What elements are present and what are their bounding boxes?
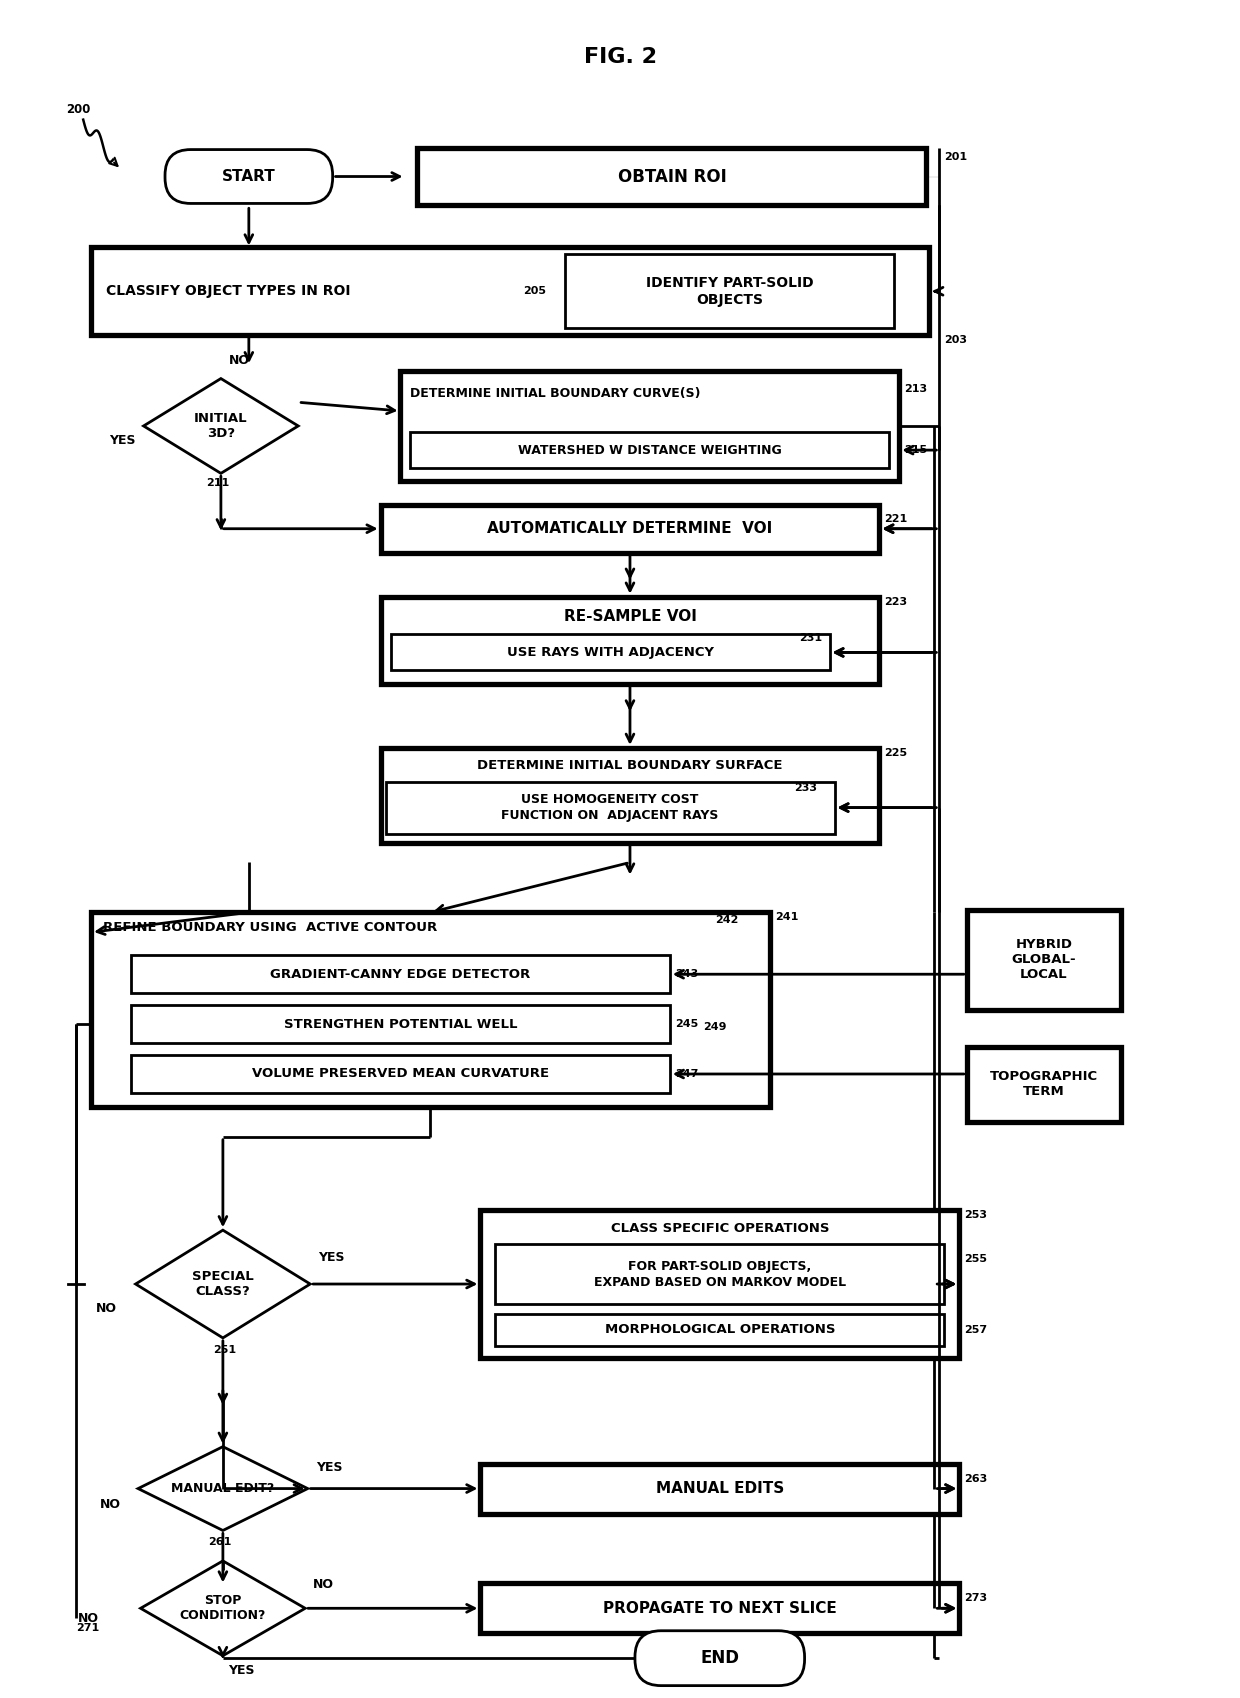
Text: STOP
CONDITION?: STOP CONDITION? [180, 1594, 267, 1622]
Text: 249: 249 [703, 1022, 727, 1032]
Text: 261: 261 [208, 1537, 232, 1547]
Text: DETERMINE INITIAL BOUNDARY CURVE(S): DETERMINE INITIAL BOUNDARY CURVE(S) [410, 387, 701, 399]
Text: NO: NO [314, 1577, 335, 1591]
Text: 241: 241 [775, 912, 799, 922]
Text: USE HOMOGENEITY COST
FUNCTION ON  ADJACENT RAYS: USE HOMOGENEITY COST FUNCTION ON ADJACEN… [501, 793, 719, 822]
Text: USE RAYS WITH ADJACENCY: USE RAYS WITH ADJACENCY [506, 645, 713, 659]
Text: GRADIENT-CANNY EDGE DETECTOR: GRADIENT-CANNY EDGE DETECTOR [270, 968, 531, 981]
Text: DETERMINE INITIAL BOUNDARY SURFACE: DETERMINE INITIAL BOUNDARY SURFACE [477, 759, 782, 773]
Text: TOPOGRAPHIC
TERM: TOPOGRAPHIC TERM [990, 1070, 1099, 1099]
Text: 255: 255 [965, 1255, 987, 1263]
Text: 231: 231 [800, 633, 822, 644]
Text: NO: NO [95, 1302, 117, 1316]
Text: 201: 201 [945, 151, 967, 161]
Bar [381, 596, 879, 684]
Text: NO: NO [100, 1498, 122, 1511]
Text: END: END [701, 1649, 739, 1667]
Bar [131, 956, 670, 993]
Text: 242: 242 [714, 915, 738, 925]
Bar [967, 1048, 1121, 1122]
Text: 233: 233 [795, 783, 817, 793]
Text: 243: 243 [675, 970, 698, 980]
Text: CLASS SPECIFIC OPERATIONS: CLASS SPECIFIC OPERATIONS [610, 1221, 830, 1234]
Bar [418, 148, 926, 205]
Polygon shape [138, 1447, 308, 1530]
Bar [480, 1211, 960, 1358]
Text: YES: YES [228, 1664, 254, 1678]
Text: 200: 200 [66, 104, 91, 115]
Text: CLASSIFY OBJECT TYPES IN ROI: CLASSIFY OBJECT TYPES IN ROI [107, 284, 351, 299]
Text: 213: 213 [904, 384, 928, 394]
Text: INITIAL
3D?: INITIAL 3D? [195, 413, 248, 440]
Text: REFINE BOUNDARY USING  ACTIVE CONTOUR: REFINE BOUNDARY USING ACTIVE CONTOUR [103, 920, 438, 934]
Text: FIG. 2: FIG. 2 [584, 48, 656, 66]
Bar [391, 635, 830, 671]
Text: 215: 215 [904, 445, 928, 455]
Text: 273: 273 [965, 1593, 987, 1603]
Text: START: START [222, 170, 275, 183]
Bar [131, 1054, 670, 1094]
Text: STRENGTHEN POTENTIAL WELL: STRENGTHEN POTENTIAL WELL [284, 1017, 517, 1031]
Text: YES: YES [109, 435, 135, 447]
Bar [381, 747, 879, 842]
Text: NO: NO [78, 1611, 99, 1625]
Text: 263: 263 [965, 1474, 987, 1484]
Bar [386, 781, 835, 834]
Text: 203: 203 [945, 335, 967, 345]
Bar [480, 1583, 960, 1633]
Text: 257: 257 [965, 1324, 987, 1335]
Bar [401, 372, 899, 481]
Polygon shape [140, 1560, 305, 1656]
Text: 223: 223 [884, 596, 908, 606]
Text: OBTAIN ROI: OBTAIN ROI [618, 168, 727, 185]
Text: 271: 271 [76, 1623, 99, 1633]
Text: VOLUME PRESERVED MEAN CURVATURE: VOLUME PRESERVED MEAN CURVATURE [252, 1068, 549, 1080]
Text: 253: 253 [965, 1211, 987, 1221]
Text: 205: 205 [523, 287, 546, 295]
Bar [967, 910, 1121, 1010]
Text: PROPAGATE TO NEXT SLICE: PROPAGATE TO NEXT SLICE [603, 1601, 837, 1616]
Polygon shape [144, 379, 299, 474]
Text: SPECIAL
CLASS?: SPECIAL CLASS? [192, 1270, 254, 1297]
Text: HYBRID
GLOBAL-
LOCAL: HYBRID GLOBAL- LOCAL [1012, 939, 1076, 981]
Bar [92, 912, 770, 1107]
Text: MORPHOLOGICAL OPERATIONS: MORPHOLOGICAL OPERATIONS [605, 1323, 835, 1336]
Text: MANUAL EDITS: MANUAL EDITS [656, 1481, 784, 1496]
Text: AUTOMATICALLY DETERMINE  VOI: AUTOMATICALLY DETERMINE VOI [487, 521, 773, 537]
Bar [410, 431, 889, 469]
Text: 221: 221 [884, 514, 908, 523]
Polygon shape [135, 1229, 310, 1338]
FancyBboxPatch shape [635, 1630, 805, 1686]
Text: RE-SAMPLE VOI: RE-SAMPLE VOI [563, 610, 697, 625]
Bar [381, 504, 879, 552]
Text: MANUAL EDIT?: MANUAL EDIT? [171, 1482, 274, 1494]
Text: YES: YES [316, 1460, 342, 1474]
Text: NO: NO [229, 355, 250, 367]
Text: 211: 211 [206, 479, 229, 489]
Text: 225: 225 [884, 747, 908, 757]
Text: YES: YES [319, 1251, 345, 1263]
Text: WATERSHED W DISTANCE WEIGHTING: WATERSHED W DISTANCE WEIGHTING [518, 443, 781, 457]
Text: 245: 245 [675, 1019, 698, 1029]
Text: FOR PART-SOLID OBJECTS,
EXPAND BASED ON MARKOV MODEL: FOR PART-SOLID OBJECTS, EXPAND BASED ON … [594, 1260, 846, 1289]
Bar [495, 1314, 945, 1347]
Text: 251: 251 [213, 1345, 236, 1355]
Bar [480, 1464, 960, 1513]
Text: IDENTIFY PART-SOLID
OBJECTS: IDENTIFY PART-SOLID OBJECTS [646, 275, 813, 307]
Bar [495, 1245, 945, 1304]
Text: 247: 247 [675, 1070, 698, 1078]
FancyBboxPatch shape [165, 149, 332, 204]
Bar [92, 248, 929, 335]
Bar [565, 255, 894, 328]
Bar [131, 1005, 670, 1043]
